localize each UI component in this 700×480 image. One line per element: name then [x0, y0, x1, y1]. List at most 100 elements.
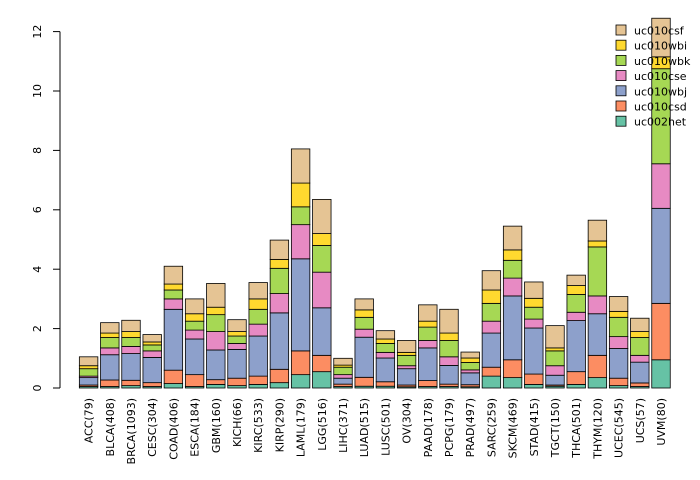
bar-segment-uc010wbk	[206, 314, 226, 332]
bar-segment-uc010cse	[396, 365, 417, 370]
x-tick-label: TGCT(150)	[549, 398, 562, 458]
bar-segment-uc010wbi	[163, 283, 184, 291]
bar-segment-uc010cse	[227, 343, 247, 350]
bar-segment-uc010cse	[566, 311, 586, 321]
bar-segment-uc010wbi	[142, 341, 162, 346]
x-tick-label: COAD(406)	[167, 398, 180, 460]
legend: uc010csf uc010wbi uc010wbk uc010cse uc010wbj…	[615, 25, 691, 129]
legend-label-uc010cse: uc010cse	[634, 70, 687, 83]
y-tick-label: 4	[31, 266, 44, 273]
bar-segment-uc010csd	[587, 354, 608, 379]
bar-segment-uc010wbk	[100, 337, 120, 349]
x-tick-label: THYM(120)	[591, 398, 604, 460]
x-tick-label: LIHC(371)	[337, 398, 350, 453]
bar-segment-uc010wbk	[375, 343, 396, 353]
bar-segment-uc010wbk	[524, 306, 544, 320]
bars	[78, 17, 671, 389]
bar-segment-uc010csf	[227, 319, 247, 332]
bar-segment-uc010wbk	[312, 245, 332, 273]
bar-segment-uc010cse	[587, 295, 608, 315]
bar-segment-uc010wbj	[481, 332, 502, 368]
bar-segment-uc002het	[248, 384, 268, 389]
bar-segment-uc010cse	[545, 365, 565, 376]
bar-segment-uc010csf	[333, 357, 353, 366]
bar-segment-uc010wbj	[439, 365, 459, 385]
x-tick-label: UVM(80)	[655, 398, 668, 446]
bar-segment-uc010csd	[651, 302, 671, 361]
bar-segment-uc010csf	[206, 283, 226, 308]
bar-segment-uc010csd	[608, 377, 629, 387]
bar-segment-uc002het	[312, 371, 332, 389]
bar-segment-uc010wbi	[502, 249, 523, 261]
bar-segment-uc010wbj	[375, 357, 396, 383]
bar-segment-uc010cse	[163, 298, 184, 310]
x-tick-label: PCPG(179)	[443, 398, 456, 457]
bar-segment-uc002het	[524, 384, 544, 389]
bar-segment-uc010wbj	[354, 336, 374, 378]
bar-segment-uc010csf	[502, 225, 523, 251]
bar-segment-uc010csf	[78, 356, 99, 367]
bar-segment-uc010wbk	[630, 337, 650, 356]
bar-segment-uc010wbj	[502, 295, 523, 361]
x-tick-label: GBM(160)	[210, 398, 223, 453]
x-tick-label: ACC(79)	[83, 398, 96, 443]
bar-segment-uc010wbi	[290, 182, 311, 208]
bar-segment-uc002het	[290, 374, 311, 389]
bar-segment-uc002het	[587, 377, 608, 389]
bar-segment-uc010wbi	[630, 331, 650, 338]
bar-segment-uc010wbj	[142, 357, 162, 384]
y-tick-label: 6	[31, 206, 44, 213]
bar-segment-uc010cse	[502, 277, 523, 297]
bar-segment-uc010wbi	[418, 320, 438, 328]
bar-segment-uc002het	[269, 382, 290, 389]
bar-segment-uc010csf	[587, 219, 608, 242]
x-tick-label: UCS(57)	[634, 398, 647, 443]
bar-segment-uc010wbj	[163, 308, 184, 371]
bar-segment-uc010csf	[121, 319, 141, 332]
bar-segment-uc010wbj	[269, 312, 290, 370]
bar-segment-uc010csf	[100, 322, 120, 334]
bar-segment-uc010wbj	[418, 347, 438, 381]
bar-segment-uc010cse	[100, 347, 120, 356]
bar-segment-uc010csd	[248, 375, 268, 385]
bar-segment-uc010cse	[142, 350, 162, 358]
legend-label-uc010wbk: uc010wbk	[634, 55, 691, 68]
y-tick-label: 2	[31, 325, 44, 332]
bar-segment-uc010csd	[481, 366, 502, 377]
bar-segment-uc010csd	[418, 380, 438, 387]
bar-segment-uc010wbj	[100, 354, 120, 381]
bar-segment-uc010cse	[608, 336, 629, 349]
bar-segment-uc010csd	[163, 369, 184, 384]
bar-segment-uc010wbi	[396, 351, 417, 356]
legend-label-uc010csd: uc010csd	[634, 101, 687, 114]
bar-segment-uc002het	[206, 384, 226, 389]
bar-segment-uc010csf	[651, 17, 671, 58]
y-tick-label: 12	[31, 25, 44, 39]
bar-segment-uc010csd	[206, 379, 226, 385]
bar-segment-uc010cse	[312, 271, 332, 309]
y-tick-label: 0	[31, 385, 44, 392]
bar-segment-uc010cse	[290, 224, 311, 260]
bar-segment-uc010csd	[524, 373, 544, 385]
bar-segment-uc010wbj	[227, 348, 247, 379]
bar-segment-uc010wbi	[545, 347, 565, 352]
bar-segment-uc010csf	[163, 265, 184, 285]
bar-segment-uc002het	[566, 384, 586, 389]
bar-segment-uc010csf	[630, 317, 650, 332]
bar-segment-uc010csd	[502, 359, 523, 379]
bar-segment-uc010csf	[439, 308, 459, 334]
bar-segment-uc010wbk	[227, 335, 247, 344]
bar-segment-uc010csd	[566, 371, 586, 385]
bar-segment-uc010csf	[184, 298, 205, 315]
bar-segment-uc010csd	[354, 376, 374, 387]
bar-segment-uc010csf	[608, 296, 629, 312]
bar-segment-uc010wbi	[439, 332, 459, 341]
bar-segment-uc010wbk	[481, 302, 502, 322]
bar-segment-uc010csf	[248, 282, 268, 300]
bar-segment-uc010wbi	[206, 306, 226, 316]
bar-segment-uc010wbj	[587, 313, 608, 356]
bar-segment-uc010cse	[121, 346, 141, 354]
bar-segment-uc010wbi	[608, 310, 629, 318]
bar-segment-uc010csf	[524, 281, 544, 299]
bar-segment-uc010csd	[269, 368, 290, 384]
